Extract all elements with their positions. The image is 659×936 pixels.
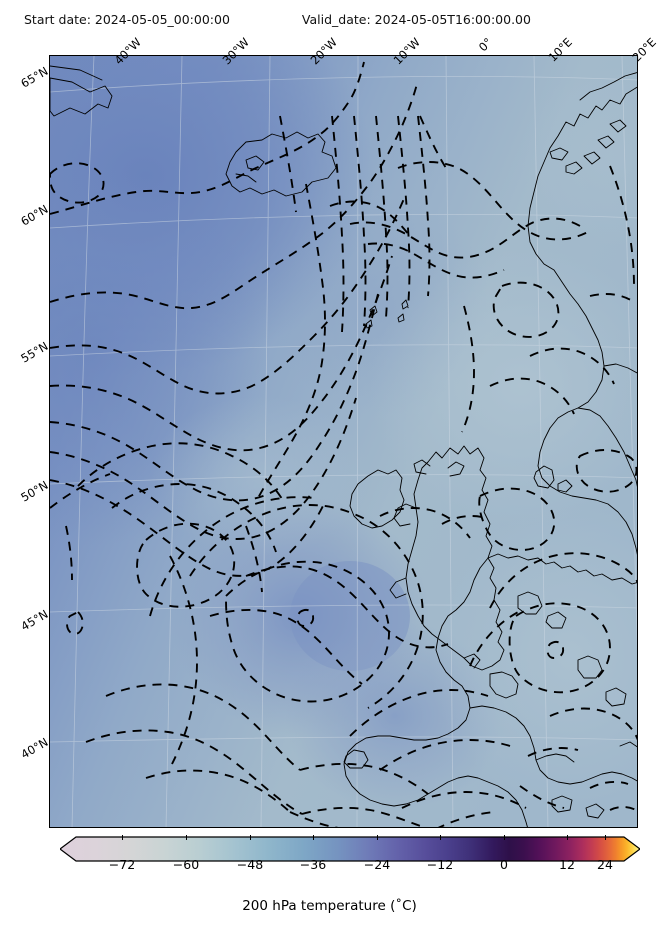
temperature-field xyxy=(50,56,637,827)
lat-tick-60N: 60°N xyxy=(18,201,51,229)
cb-label-minus60: −60 xyxy=(172,857,200,872)
cb-tickmark-0 xyxy=(122,835,123,840)
lon-tick-0: 0° xyxy=(475,35,495,55)
cb-label-minus72: −72 xyxy=(108,857,136,872)
cb-label-minus36: −36 xyxy=(299,857,327,872)
coastlines xyxy=(50,65,637,827)
cb-tickmark-8 xyxy=(605,835,606,840)
cb-label-minus12: −12 xyxy=(426,857,454,872)
cb-label-zero: 0 xyxy=(500,857,508,872)
map-canvas xyxy=(50,56,637,827)
colorbar-title: 200 hPa temperature (˚C) xyxy=(242,898,417,914)
cb-label-12: 12 xyxy=(559,857,575,872)
cb-label-minus48: −48 xyxy=(236,857,264,872)
start-date-label: Start date: 2024-05-05_00:00:00 xyxy=(24,11,230,27)
lat-tick-45N: 45°N xyxy=(18,606,51,634)
lat-tick-65N: 65°N xyxy=(18,63,51,91)
cb-label-24: 24 xyxy=(597,857,613,872)
cb-tickmark-3 xyxy=(313,835,314,840)
valid-date-label: Valid_date: 2024-05-05T16:00:00.00 xyxy=(301,11,531,27)
temperature-contours xyxy=(50,61,637,827)
lat-tick-40N: 40°N xyxy=(18,734,51,762)
cb-label-minus24: −24 xyxy=(363,857,391,872)
cb-tickmark-2 xyxy=(250,835,251,840)
info-banner: Start date: 2024-05-05_00:00:00 Valid_da… xyxy=(17,8,538,30)
map-axes[interactable] xyxy=(49,55,638,828)
colorbar[interactable]: −72 −60 −48 −36 −24 −12 0 12 24 xyxy=(60,835,640,872)
cb-tickmark-6 xyxy=(504,835,505,840)
cb-tickmark-4 xyxy=(377,835,378,840)
lat-tick-50N: 50°N xyxy=(18,477,51,505)
lat-tick-55N: 55°N xyxy=(18,338,51,366)
cb-tickmark-7 xyxy=(567,835,568,840)
colorbar-canvas xyxy=(60,836,640,862)
cb-tickmark-1 xyxy=(186,835,187,840)
cb-tickmark-5 xyxy=(440,835,441,840)
